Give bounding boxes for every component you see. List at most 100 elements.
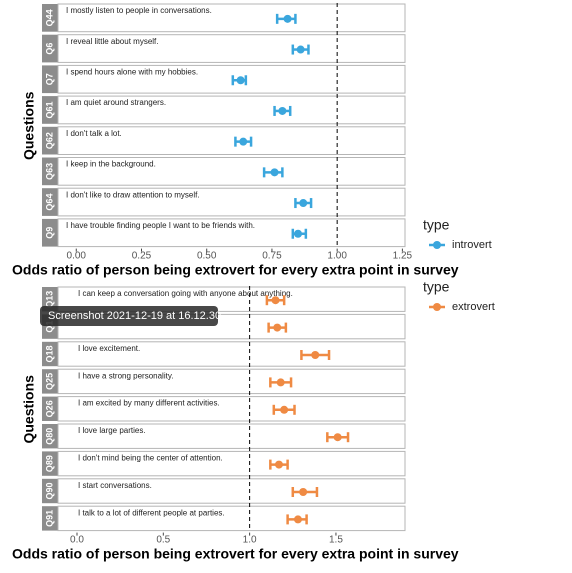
x-axis-title: Odds ratio of person being extrovert for… [12,546,459,562]
strip-label: Q25 [44,373,54,390]
strip-label: Q9 [44,227,54,239]
strip [42,188,58,216]
point [311,351,320,359]
point [293,515,302,524]
question-text: I don't talk a lot. [66,129,122,138]
point [276,378,285,387]
legend-label: extrovert [452,301,495,313]
point [278,106,287,115]
point [270,168,279,177]
strip [42,157,58,186]
strip [42,478,58,504]
strip-label: Q13 [44,291,54,308]
strip [42,4,58,32]
y-axis-title: Questions [21,91,37,160]
panel [57,95,406,125]
x-tick-label: 0.5 [156,535,170,546]
strip-label: Q18 [44,345,54,362]
question-text: I am quiet around strangers. [66,98,166,107]
question-text: I love excitement. [78,344,140,353]
point [299,199,308,208]
strip-label: Q90 [44,482,54,499]
strip [42,34,58,63]
x-tick-label: 0.25 [132,251,152,262]
x-tick-label: 1.5 [329,535,343,546]
strip-label: Q26 [44,400,54,417]
strip-label: Q80 [44,428,54,445]
strip [42,341,58,367]
strip-label: Q7 [44,73,54,85]
x-axis-title: Odds ratio of person being extrovert for… [12,262,459,278]
strip-label: Q91 [44,510,54,527]
point [280,405,289,414]
point [239,137,248,146]
strip [42,424,58,449]
question-text: I don't mind being the center of attenti… [78,454,223,463]
overlay-text: Screenshot 2021-12-19 at 16.12.30 [48,310,221,322]
point [299,488,308,496]
point [296,45,305,54]
strip [42,369,58,394]
strip [42,126,58,155]
question-text: I spend hours alone with my hobbies. [66,68,198,77]
panel [57,396,406,422]
strip-label: Q44 [44,9,54,26]
question-text: I talk to a lot of different people at p… [78,508,225,517]
strip-label: Q61 [44,101,54,118]
panel [57,218,406,248]
x-tick-label: 1.0 [243,535,257,546]
x-tick-label: 0.0 [70,535,84,546]
question-text: I start conversations. [78,481,152,490]
point [273,323,282,332]
panel [57,187,406,217]
panel [57,478,406,504]
panel [57,64,406,94]
x-tick-label: 0.50 [197,251,217,262]
x-tick-label: 1.25 [393,251,413,262]
panel [57,157,406,186]
x-tick-label: 1.00 [327,251,347,262]
question-text: I reveal little about myself. [66,37,158,46]
strip [42,96,58,124]
panel [57,505,406,532]
panel [57,34,406,63]
legend-title: type [423,217,450,233]
question-text: I love large parties. [78,426,146,435]
legend-label: introvert [452,239,492,251]
strip-label: Q89 [44,455,54,472]
point [271,296,280,305]
question-text: I mostly listen to people in conversatio… [66,6,212,15]
panel [57,368,406,395]
legend-title: type [423,279,450,295]
strip-label: Q64 [44,194,54,211]
question-text: I can keep a conversation going with any… [78,289,293,298]
strip [42,65,58,94]
point [283,14,292,23]
strip [42,218,58,247]
panel [57,3,406,33]
strip [42,396,58,421]
legend-key-point [433,303,441,311]
x-tick-label: 0.00 [67,251,87,262]
strip [42,451,58,476]
question-text: I have a strong personality. [78,371,173,380]
question-text: I keep in the background. [66,160,156,169]
x-tick-label: 0.75 [262,251,282,262]
question-text: I have trouble finding people I want to … [66,221,255,230]
strip-label: Q62 [44,132,54,149]
legend-key-point [433,241,441,249]
point [274,460,283,469]
strip-label: Q63 [44,163,54,180]
strip [42,506,58,531]
point [294,229,303,238]
question-text: I don't like to draw attention to myself… [66,190,200,199]
strip-label: Q6 [44,43,54,55]
y-axis-title: Questions [21,375,37,444]
point [333,433,342,442]
question-text: I am excited by many different activitie… [78,399,220,408]
strip-label: Q1 [44,321,54,333]
panel [57,341,406,367]
overlay-box [40,306,218,326]
panel [57,450,406,477]
